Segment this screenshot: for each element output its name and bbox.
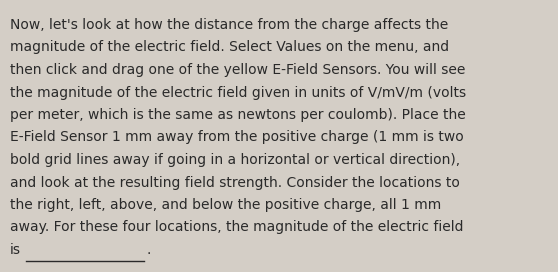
Text: E-Field Sensor 1 mm away from the positive charge (1 mm is two: E-Field Sensor 1 mm away from the positi… bbox=[10, 131, 464, 144]
Text: magnitude of the electric field. Select Values on the menu, and: magnitude of the electric field. Select … bbox=[10, 41, 449, 54]
Text: per meter, which is the same as newtons per coulomb). Place the: per meter, which is the same as newtons … bbox=[10, 108, 466, 122]
Text: then click and drag one of the yellow E-Field Sensors. You will see: then click and drag one of the yellow E-… bbox=[10, 63, 465, 77]
Text: is: is bbox=[10, 243, 21, 257]
Text: .: . bbox=[146, 243, 150, 257]
Text: away. For these four locations, the magnitude of the electric field: away. For these four locations, the magn… bbox=[10, 221, 464, 234]
Text: the magnitude of the electric field given in units of V/mV/m (volts: the magnitude of the electric field give… bbox=[10, 85, 466, 100]
Text: the right, left, above, and below the positive charge, all 1 mm: the right, left, above, and below the po… bbox=[10, 198, 441, 212]
Text: bold grid lines away if going in a horizontal or vertical direction),: bold grid lines away if going in a horiz… bbox=[10, 153, 460, 167]
Text: Now, let's look at how the distance from the charge affects the: Now, let's look at how the distance from… bbox=[10, 18, 448, 32]
Text: and look at the resulting field strength. Consider the locations to: and look at the resulting field strength… bbox=[10, 175, 460, 190]
